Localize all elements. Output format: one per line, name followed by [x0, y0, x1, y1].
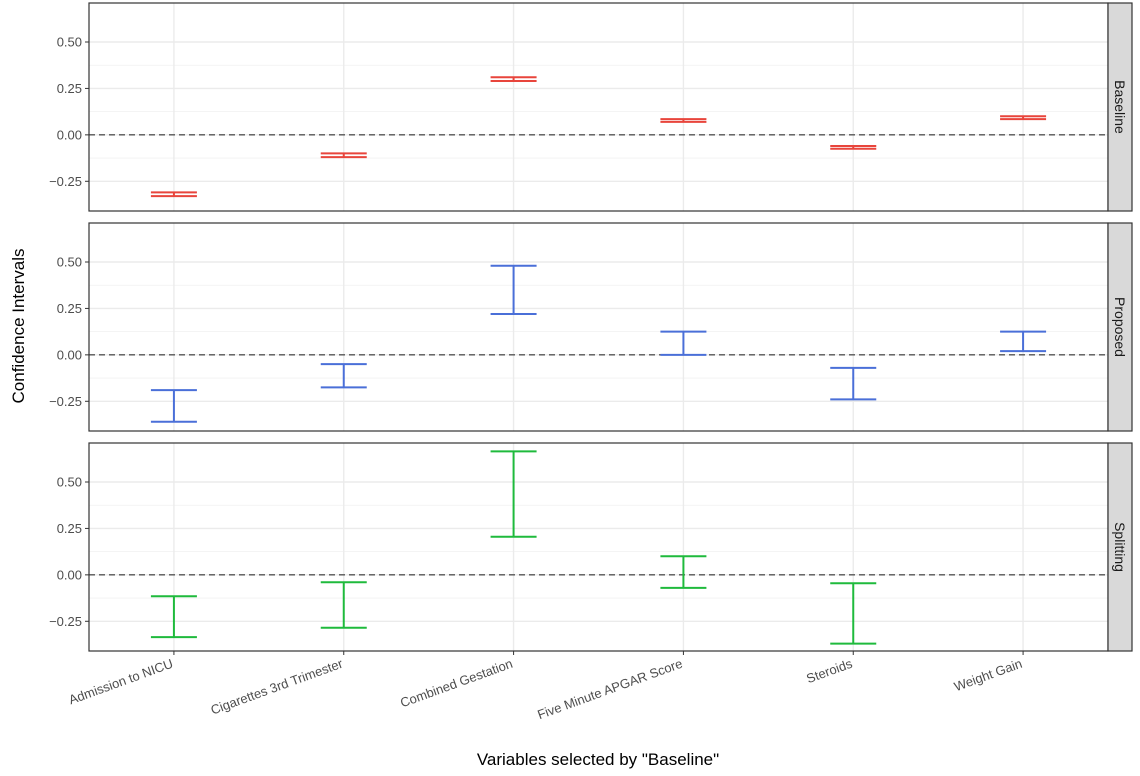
y-tick-label: −0.25: [49, 614, 82, 629]
x-tick-label: Cigarettes 3rd Trimester: [209, 655, 346, 717]
errorbar: [1000, 115, 1047, 121]
x-tick-label: Steroids: [804, 656, 854, 687]
y-tick-label: 0.00: [57, 127, 82, 142]
errorbar: [490, 264, 537, 315]
y-tick-label: 0.50: [57, 35, 82, 50]
errorbar: [320, 581, 367, 629]
errorbar: [320, 152, 367, 159]
y-tick-label: 0.50: [57, 475, 82, 490]
panel-background: [89, 443, 1108, 651]
x-tick-label: Admission to NICU: [67, 656, 175, 708]
errorbar: [150, 595, 197, 639]
errorbar: [150, 191, 197, 198]
errorbar: [660, 555, 707, 589]
errorbar: [490, 76, 537, 82]
facet-strip: [1107, 222, 1133, 432]
x-tick-label: Five Minute APGAR Score: [535, 656, 684, 722]
y-tick-label: −0.25: [49, 394, 82, 409]
errorbar: [660, 330, 707, 356]
errorbar: [660, 118, 707, 123]
x-axis-title: Variables selected by "Baseline": [477, 750, 719, 769]
y-tick-label: 0.00: [57, 567, 82, 582]
y-tick-label: 0.00: [57, 347, 82, 362]
y-tick-label: 0.25: [57, 301, 82, 316]
x-tick-label: Weight Gain: [952, 656, 1024, 694]
panel-baseline: −0.25 0.00 0.25 0.50 Baseline: [49, 2, 1133, 212]
y-axis-title: Confidence Intervals: [9, 249, 28, 404]
x-tick-label: Combined Gestation: [398, 656, 514, 711]
y-tick-label: 0.25: [57, 81, 82, 96]
facet-strip: [1107, 442, 1133, 652]
facet-strip-label: Proposed: [1112, 297, 1128, 357]
y-tick-label: 0.50: [57, 255, 82, 270]
errorbar: [150, 389, 197, 423]
panel-background: [89, 3, 1108, 211]
errorbar: [830, 366, 877, 401]
errorbar: [830, 145, 877, 150]
errorbar: [490, 450, 537, 538]
panel-background: [89, 223, 1108, 431]
facet-strip-label: Splitting: [1112, 522, 1128, 572]
errorbar: [830, 582, 877, 645]
y-tick-label: −0.25: [49, 174, 82, 189]
errorbar: [320, 363, 367, 389]
facet-strip: [1107, 2, 1133, 212]
y-tick-label: 0.25: [57, 521, 82, 536]
panel-splitting: −0.25 0.00 0.25 0.50 Splitting: [49, 442, 1133, 652]
errorbar: [1000, 330, 1047, 353]
panel-proposed: −0.25 0.00 0.25 0.50 Proposed: [49, 222, 1133, 432]
facet-strip-label: Baseline: [1112, 80, 1128, 134]
